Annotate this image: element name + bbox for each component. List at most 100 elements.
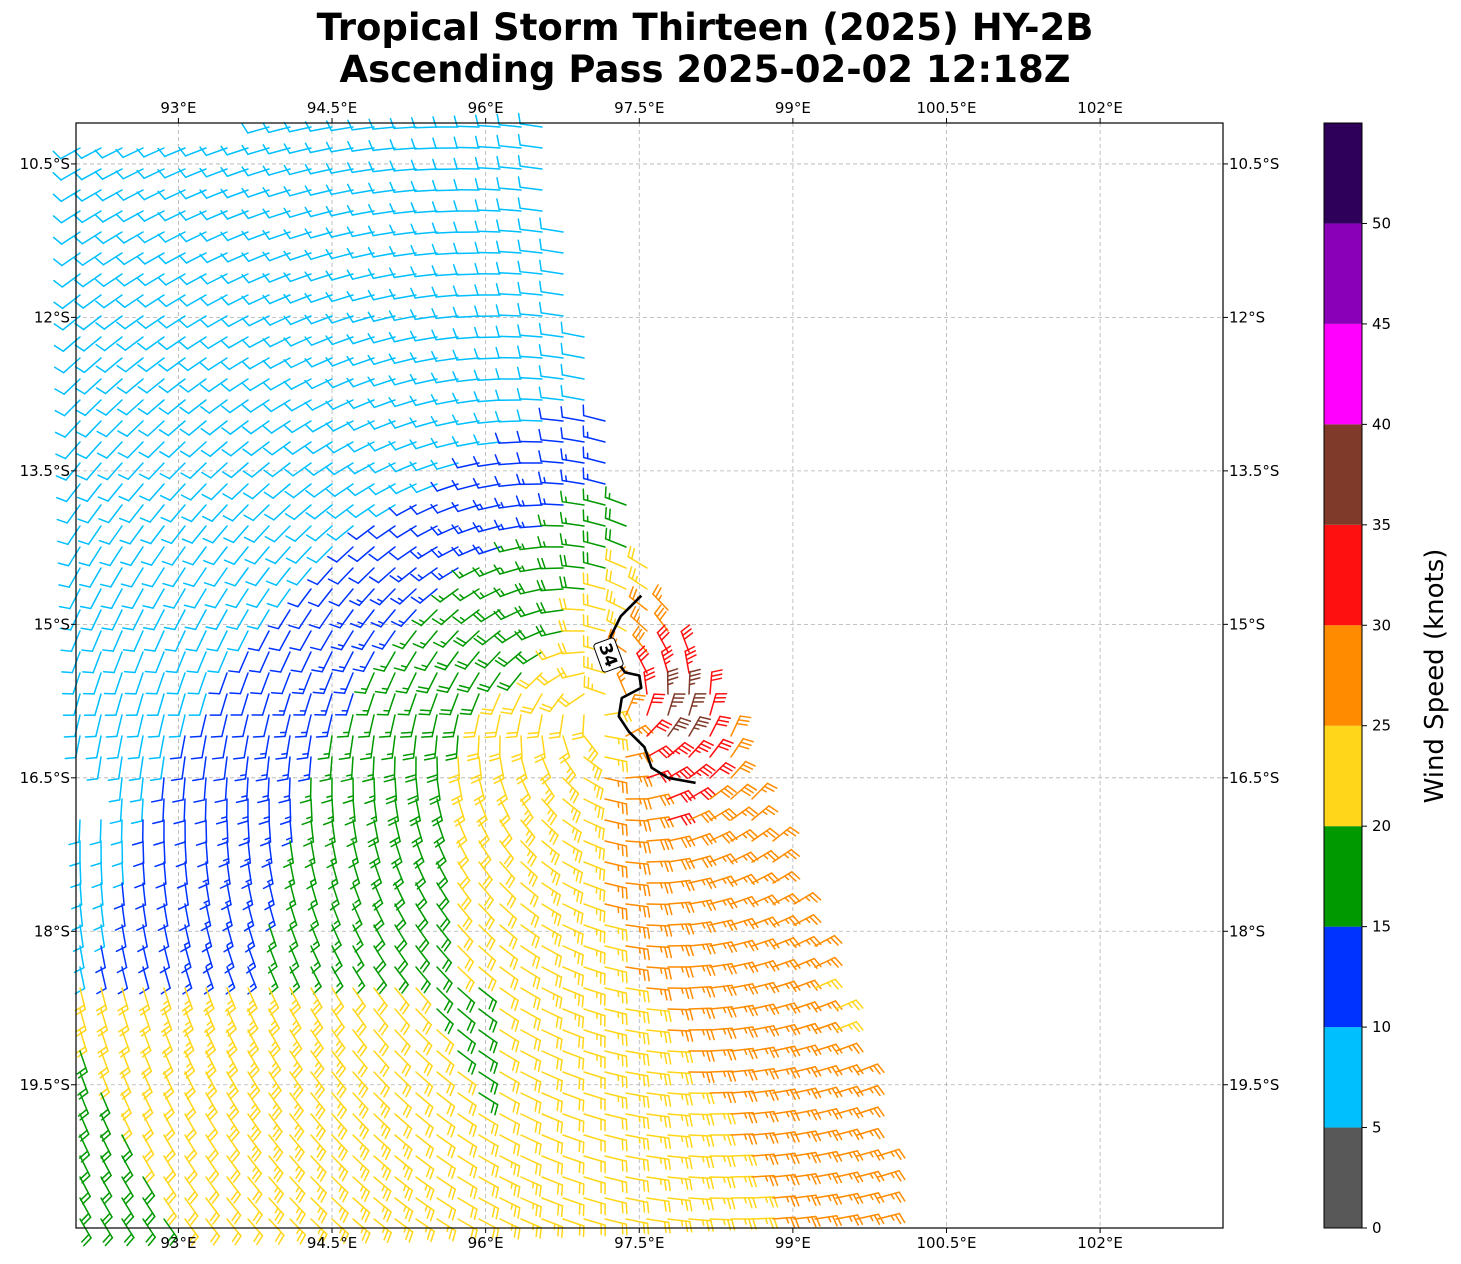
wind-barb (604, 840, 628, 858)
wind-barb (60, 630, 81, 653)
wind-barb (116, 399, 144, 416)
wind-barb (157, 189, 186, 200)
wind-barb (517, 176, 543, 191)
wind-barb (625, 1218, 650, 1235)
wind-barb (666, 668, 679, 695)
wind-barb (583, 819, 605, 841)
wind-barb (517, 155, 543, 170)
wind-barb (452, 392, 480, 404)
wind-barb (142, 1176, 156, 1205)
wind-barb (625, 1155, 650, 1172)
wind-barb (388, 310, 417, 322)
wind-barb (500, 693, 522, 715)
wind-barb (331, 1155, 349, 1182)
map-frame (75, 122, 1224, 1229)
wind-barb (583, 987, 606, 1007)
wind-barb (436, 987, 454, 1014)
wind-barb (104, 693, 123, 716)
wind-barb (457, 1050, 477, 1075)
wind-barb (268, 1029, 281, 1058)
wind-barb (283, 441, 312, 455)
wind-barb (352, 1155, 370, 1182)
wind-barb (499, 840, 515, 868)
wind-barb (556, 667, 585, 679)
wind-barb (290, 651, 312, 673)
wind-barb (178, 336, 207, 350)
wind-barb (474, 178, 501, 191)
wind-barb (751, 1068, 779, 1080)
wind-barb (541, 1092, 563, 1113)
wind-barb (275, 735, 291, 760)
wind-barb (74, 315, 102, 331)
wind-barb (289, 630, 312, 651)
wind-barb (352, 651, 375, 673)
wind-barb (688, 668, 701, 695)
x-tick-label-bottom: 96°E (468, 1234, 504, 1252)
wind-barb (289, 1155, 306, 1183)
wind-barb (436, 1218, 457, 1242)
wind-barb (241, 252, 270, 263)
wind-barb (279, 798, 292, 826)
wind-barb (178, 168, 207, 179)
wind-barb (558, 597, 585, 611)
wind-barb (170, 756, 186, 782)
colorbar-label: Wind Speed (knots) (1420, 549, 1450, 804)
wind-barb (110, 819, 123, 846)
wind-barb (688, 1092, 715, 1105)
wind-barb (181, 504, 207, 523)
wind-barb (541, 882, 562, 906)
wind-barb (604, 1197, 628, 1215)
wind-barb (136, 168, 165, 180)
wind-barb (373, 1155, 392, 1181)
wind-barb (562, 924, 584, 946)
x-tick-label-bottom: 102°E (1077, 1234, 1123, 1252)
wind-barb (559, 533, 585, 548)
wind-barb (667, 879, 695, 892)
wind-barb (394, 903, 407, 932)
wind-barb (604, 486, 627, 506)
wind-barb (247, 1113, 262, 1142)
wind-barb (205, 1071, 218, 1100)
wind-barb (250, 672, 270, 695)
wind-barb (814, 1043, 843, 1055)
wind-barb (76, 441, 102, 460)
wind-barb (709, 1155, 736, 1167)
wind-barb (418, 693, 438, 716)
wind-barb (520, 1029, 542, 1052)
wind-barb (410, 223, 438, 235)
wind-barb (562, 1176, 585, 1196)
wind-barb (52, 210, 81, 224)
wind-barb (457, 1071, 477, 1096)
wind-barb (453, 630, 480, 647)
wind-barb (285, 546, 312, 564)
wind-barb (772, 848, 801, 863)
wind-barb (331, 1092, 348, 1120)
wind-barb (877, 1212, 906, 1225)
wind-barb (215, 798, 228, 825)
colorbar-tick-label: 25 (1372, 717, 1391, 735)
wind-barb (688, 763, 716, 779)
wind-barb (173, 798, 186, 825)
wind-barb (515, 495, 543, 507)
wind-barb (270, 672, 291, 695)
wind-barb (456, 672, 480, 693)
wind-barb (604, 882, 628, 900)
wind-barb (367, 819, 380, 848)
wind-barb (751, 916, 780, 928)
wind-barb (478, 945, 497, 971)
wind-barb (211, 735, 228, 760)
wind-barb (538, 322, 564, 338)
wind-barb (436, 672, 459, 694)
wind-barb (53, 315, 81, 331)
wind-barb (646, 1218, 671, 1234)
wind-barb (429, 777, 441, 805)
wind-barb (304, 378, 333, 390)
wind-barb (284, 462, 312, 477)
wind-barb (627, 545, 648, 569)
wind-barb (835, 1085, 864, 1098)
wind-barb (326, 525, 354, 541)
wind-barb (368, 182, 396, 194)
wind-barb (436, 1029, 455, 1055)
wind-barb (536, 557, 564, 570)
wind-barb (520, 987, 541, 1011)
